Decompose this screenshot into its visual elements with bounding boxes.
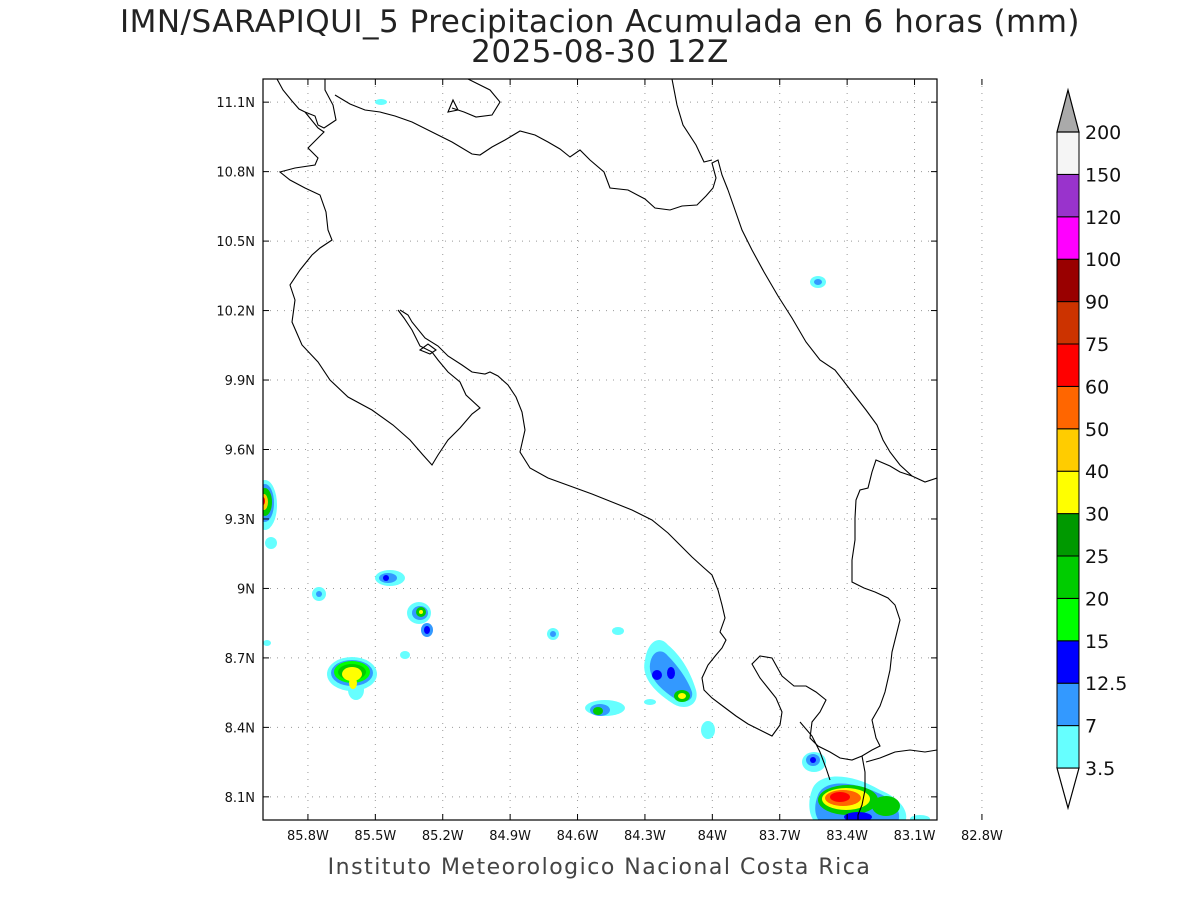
y-tick-label: 8.1N	[225, 791, 255, 806]
precip-field	[263, 99, 930, 820]
pacific-coast	[278, 111, 481, 466]
colorbar-swatch	[1056, 513, 1080, 557]
colorbar-label: 120	[1085, 207, 1121, 229]
colorbar-label: 200	[1085, 122, 1121, 144]
y-tick-label: 10.5N	[216, 235, 255, 250]
colorbar-swatch	[1056, 470, 1080, 515]
colorbar-swatch	[1056, 216, 1080, 260]
colorbar-label: 20	[1085, 588, 1109, 610]
x-tick-label: 85.2W	[422, 829, 464, 844]
colorbar-label: 3.5	[1085, 758, 1115, 780]
y-tick-label: 10.8N	[216, 166, 255, 181]
x-tick-label: 84.3W	[624, 829, 666, 844]
y-tick-label: 9.9N	[225, 374, 255, 389]
y-tick-label: 10.2N	[216, 305, 255, 320]
colorbar-swatch	[1056, 682, 1080, 727]
colorbar-label: 7	[1085, 716, 1097, 738]
y-tick-label: 9.6N	[225, 444, 255, 459]
colorbar-label: 15	[1085, 631, 1109, 653]
axes: 85.8W 85.5W 85.2W 84.9W 84.6W 84.3W 84W 83.7W 83…	[216, 79, 1003, 844]
colorbar-label: 150	[1085, 164, 1121, 186]
y-tick-label: 11.1N	[216, 96, 255, 111]
precip-cells-nicoya-gulf	[312, 570, 433, 659]
colorbar-swatch	[1056, 385, 1080, 430]
colorbar-under-arrow	[1056, 767, 1080, 811]
gulf-coast	[399, 309, 913, 761]
colorbar-label: 100	[1085, 249, 1121, 271]
y-tick-label: 9N	[237, 582, 255, 597]
precip-cells-central	[547, 627, 625, 716]
colorbar-swatch	[1056, 131, 1080, 175]
burica-coast	[865, 749, 937, 763]
y-tick-label: 8.4N	[225, 721, 255, 736]
panama-border	[857, 755, 866, 820]
precip-cells-osa	[644, 640, 715, 739]
y-tick-label: 8.7N	[225, 652, 255, 667]
x-tick-label: 82.8W	[961, 829, 1003, 844]
colorbar-label: 12.5	[1085, 673, 1127, 695]
lake-shore	[451, 79, 501, 118]
x-tick-label: 83.7W	[759, 829, 801, 844]
chiriqui-coast	[799, 721, 831, 781]
x-tick-label: 83.1W	[894, 829, 936, 844]
precip-cell-southeast	[802, 752, 930, 820]
coastline	[276, 79, 937, 820]
x-tick-label: 84.6W	[557, 829, 599, 844]
colorbar-label: 60	[1085, 376, 1109, 398]
map-title: IMN/SARAPIQUI_5 Precipitacion Acumulada …	[119, 4, 1081, 40]
colorbar-label: 90	[1085, 292, 1109, 314]
precip-cells-caribbean	[375, 99, 826, 288]
colorbar-swatch	[1056, 301, 1080, 345]
x-tick-label: 84.9W	[489, 829, 531, 844]
caribbean-coast	[671, 79, 713, 163]
colorbar-swatch	[1056, 343, 1080, 387]
x-tick-label: 85.8W	[287, 829, 329, 844]
lake-island	[447, 98, 459, 113]
colorbar-over-arrow	[1056, 87, 1080, 133]
colorbar-swatch	[1056, 258, 1080, 303]
footer-credit: Instituto Meteorologico Nacional Costa R…	[327, 855, 872, 880]
colorbar-swatch	[1056, 428, 1080, 472]
colorbar-swatch	[1056, 597, 1080, 642]
colorbar-label: 40	[1085, 461, 1109, 483]
colorbar: 3.5 7 12.5 15 20 25 30 40 50 60 75 90 100 120 150 200	[1056, 87, 1127, 811]
x-tick-label: 83.4W	[826, 829, 868, 844]
colorbar-label: 30	[1085, 504, 1109, 526]
caribbean-coast-south	[727, 189, 937, 483]
y-tick-label: 9.3N	[225, 513, 255, 528]
border-north	[334, 94, 729, 211]
precip-cell-large-southwest	[327, 657, 377, 700]
colorbar-label: 75	[1085, 334, 1109, 356]
x-tick-label: 84W	[698, 829, 728, 844]
gulf-island	[418, 343, 437, 355]
colorbar-swatch	[1056, 640, 1080, 684]
colorbar-label: 50	[1085, 419, 1109, 441]
colorbar-swatch	[1056, 555, 1080, 599]
coastline-north	[276, 79, 337, 129]
colorbar-label: 25	[1085, 546, 1109, 568]
precip-cell-west-edge	[263, 480, 277, 646]
x-tick-label: 85.5W	[354, 829, 396, 844]
colorbar-swatch	[1056, 173, 1080, 218]
colorbar-swatch	[1056, 725, 1080, 769]
map-valid-time: 2025-08-30 12Z	[471, 34, 729, 70]
